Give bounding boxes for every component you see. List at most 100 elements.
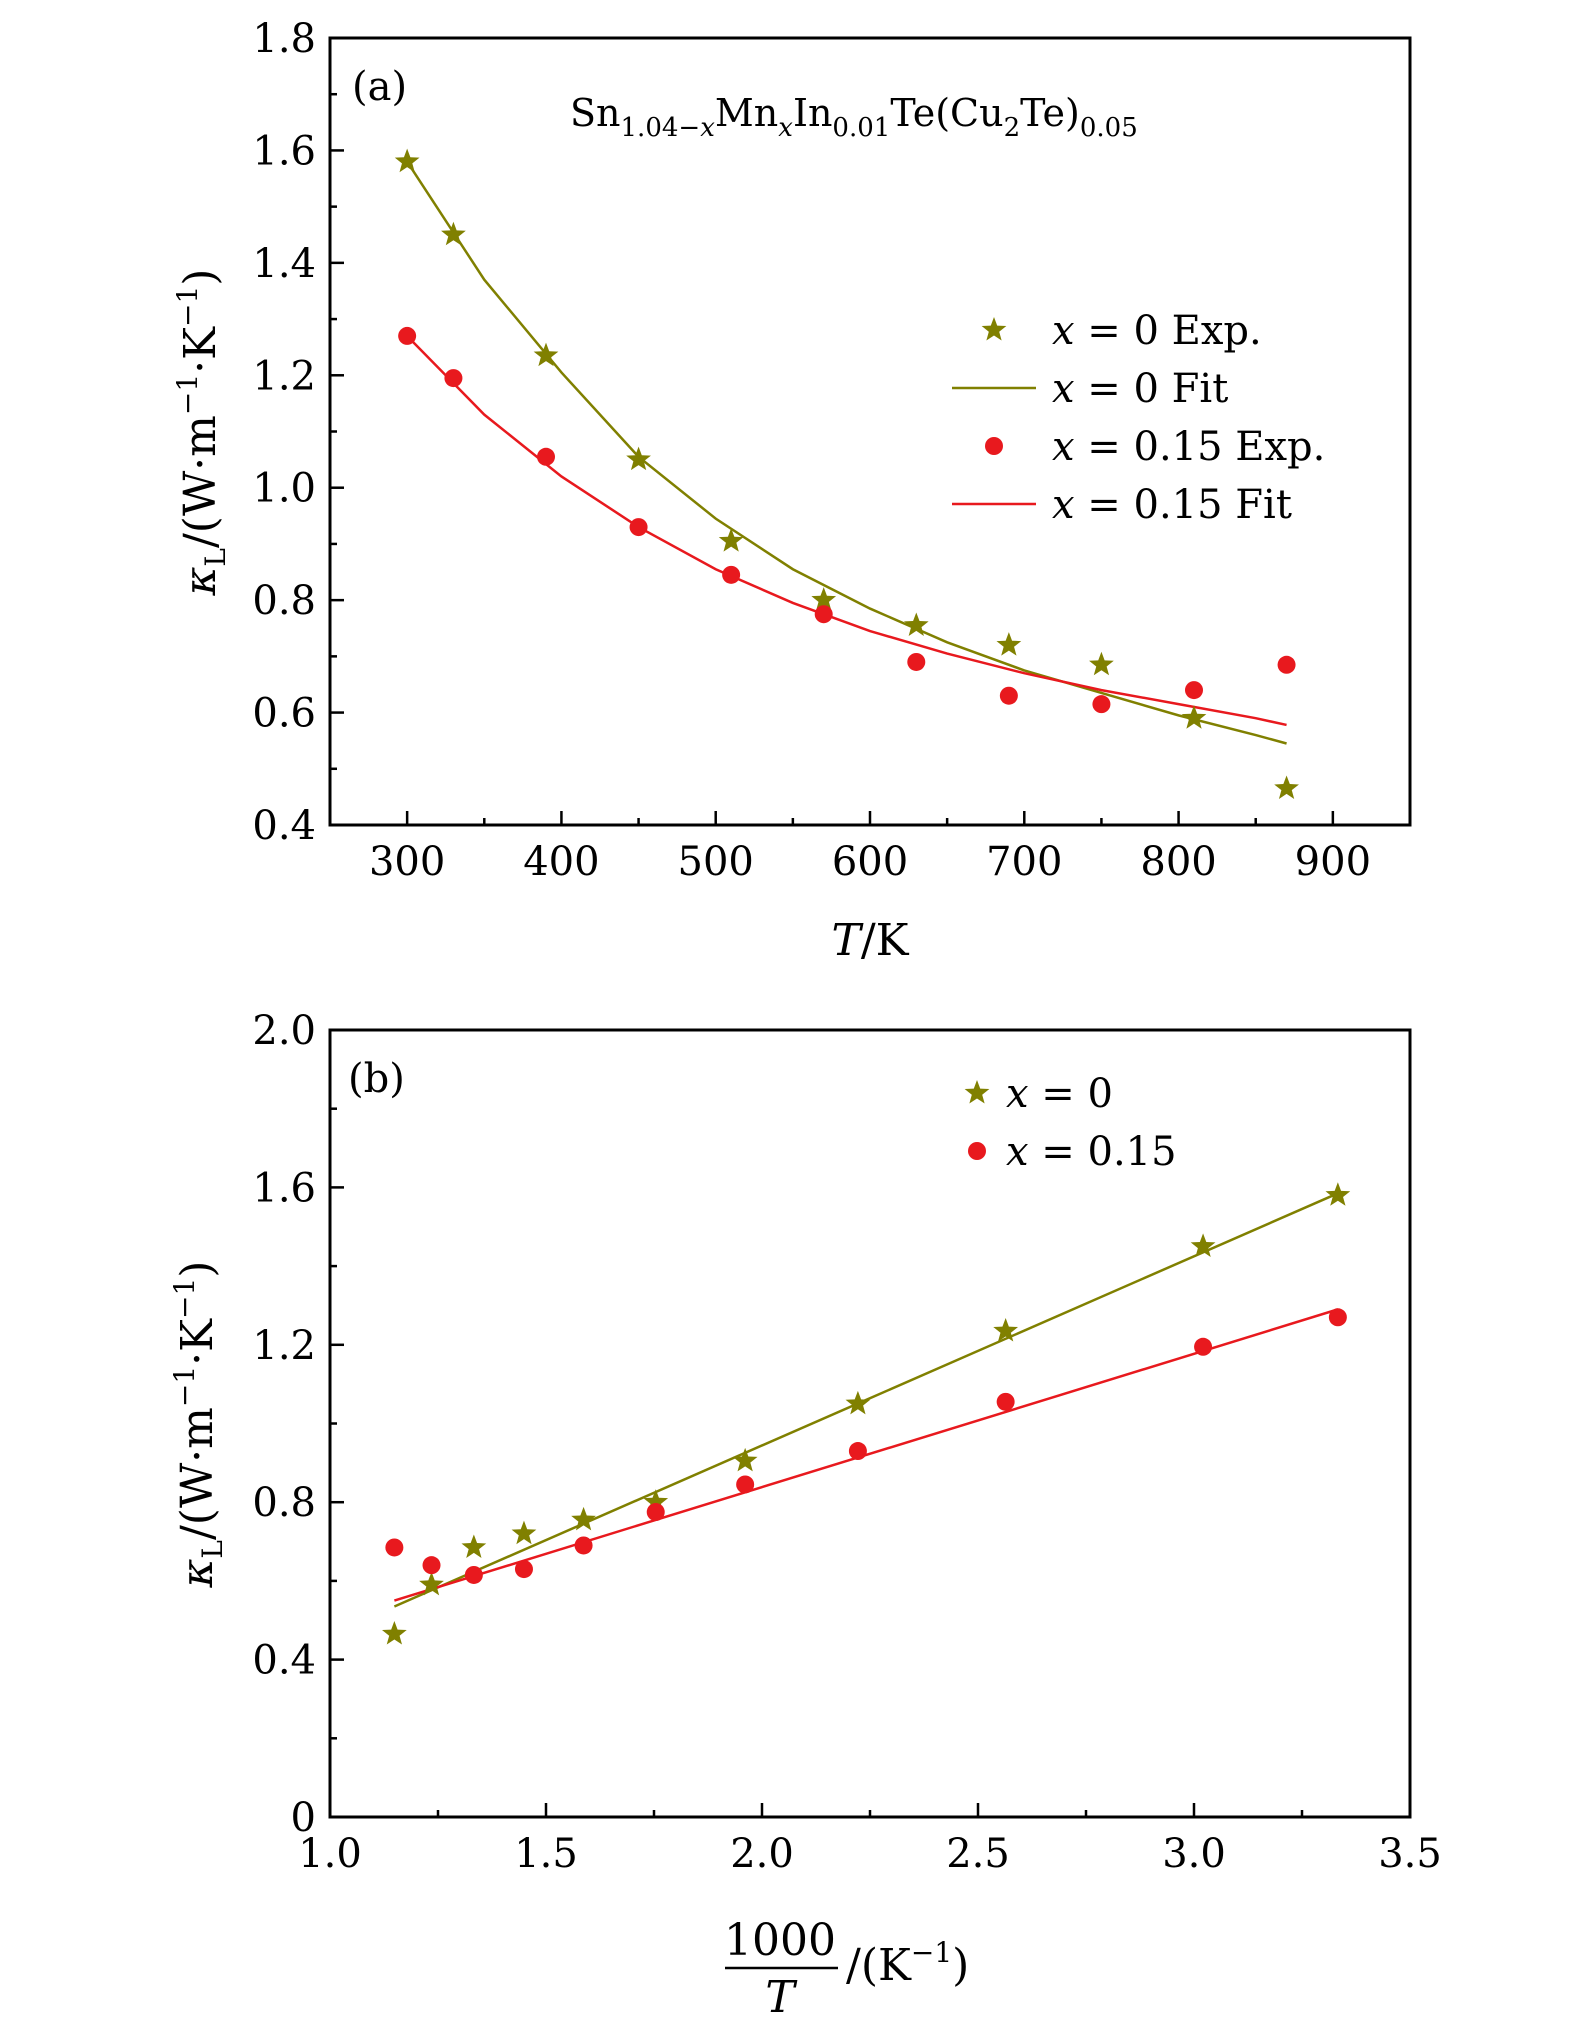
y-tick-label: 1.8 [252,16,316,62]
legend-marker-swatch [981,317,1007,341]
data-point-x015 [1185,681,1203,700]
y-tick-label: 0 [291,1795,316,1841]
data-point-x015 [1092,695,1111,714]
data-point-x015 [736,1475,755,1494]
panel-b-label: (b) [348,1056,405,1102]
legend-marker-swatch [985,437,1003,455]
data-point-x0 [1190,1233,1216,1257]
panel-b-chart: 1.0 1.5 2.0 2.5 3.0 3.5 0 0.4 0.8 1.2 1.6 2.0 (b) x… [168,1008,1442,2023]
x-tick-label: 1.0 [298,1831,362,1877]
data-point-x0 [903,612,929,636]
data-point-x0 [511,1520,537,1545]
data-point-x0 [643,1489,669,1513]
data-point-x015 [422,1556,441,1575]
panel-a-formula-annotation: Sn1.04−xMnxIn0.01Te(Cu2Te)0.05 [570,91,1138,143]
data-point-x0 [1274,775,1299,799]
data-point-x015 [464,1565,483,1584]
svg-text:1000: 1000 [724,1915,836,1966]
data-point-x015 [646,1503,665,1522]
y-tick-label: 0.8 [252,1480,316,1526]
data-point-x015 [444,369,463,388]
data-point-x015 [398,326,417,345]
legend-marker-swatch [968,1142,986,1160]
panel-b-plot-frame [328,1028,1412,1819]
x-tick-label: 600 [832,839,908,885]
data-point-x0 [1325,1182,1351,1206]
x-tick-label: 900 [1295,839,1371,885]
legend-entry: x = 0.15 Fit [1052,482,1292,528]
x-tick-label: 2.0 [730,1831,794,1877]
panel-b-ticks: 1.0 1.5 2.0 2.5 3.0 3.5 0 0.4 0.8 1.2 1.6 2.0 [252,1008,1441,1877]
x-tick-label: 1.5 [514,1831,578,1877]
data-point-x015 [629,518,648,537]
y-tick-label: 0.4 [252,1638,316,1684]
y-tick-label: 0.8 [252,578,316,624]
data-point-x0 [626,446,651,471]
panel-a-y-axis-label: κL/(W·m−1·K−1) [171,269,232,597]
svg-text:/(K−1): /(K−1) [846,1936,969,1991]
x-tick-label: 500 [678,839,754,885]
fit-line-2 [406,160,1287,745]
legend-entry: x = 0 Fit [1052,366,1228,412]
y-tick-label: 1.2 [252,1323,316,1369]
data-point-x015 [537,447,555,466]
panel-a-fit-lines [406,160,1287,745]
data-point-x0 [811,587,837,611]
data-point-x015 [814,605,833,624]
data-point-x015 [722,565,741,584]
y-tick-label: 1.2 [252,353,316,399]
panel-b-legend: x = 0 x = 0.15 [964,1071,1177,1175]
data-point-x015 [1328,1308,1347,1327]
data-point-x015 [514,1560,533,1579]
data-point-x0 [571,1506,596,1531]
y-tick-label: 0.4 [252,803,316,849]
data-point-x015 [574,1536,593,1555]
data-point-x0 [533,342,559,367]
data-point-x0 [732,1447,758,1472]
panel-b-points [382,1182,1351,1645]
x-tick-label: 800 [1140,839,1216,885]
data-point-x015 [385,1538,404,1557]
x-tick-label: 3.5 [1378,1831,1442,1877]
fit-line-3 [406,335,1287,727]
y-tick-label: 1.6 [252,1165,316,1211]
fit-line-3 [394,1308,1339,1602]
data-point-x0 [845,1390,871,1415]
panel-a-x-axis-label: T/K [831,915,909,966]
y-tick-label: 2.0 [252,1008,316,1054]
y-tick-label: 1.4 [252,241,316,287]
legend-entry: x = 0 [1006,1071,1113,1117]
legend-marker-swatch [964,1080,990,1104]
panel-b-x-axis-label: 1000 T /(K−1) [724,1915,969,2023]
x-tick-label: 700 [986,839,1062,885]
data-point-x015 [1194,1337,1213,1356]
data-point-x015 [848,1442,867,1461]
data-point-x0 [394,148,420,173]
data-point-x0 [1089,651,1114,676]
data-point-x015 [1277,655,1296,674]
panel-a-points [394,148,1299,799]
y-tick-label: 1.6 [252,128,316,174]
panel-a-label: (a) [352,64,407,110]
legend-entry: x = 0.15 Exp. [1052,424,1325,470]
legend-entry: x = 0.15 [1006,1129,1177,1175]
x-tick-label: 300 [369,839,445,885]
data-point-x0 [461,1534,487,1558]
y-tick-label: 0.6 [252,691,316,737]
data-point-x0 [996,632,1022,656]
data-point-x0 [441,221,466,246]
panel-b-y-axis-label: κL/(W·m−1·K−1) [168,1261,229,1589]
data-point-x0 [419,1571,444,1596]
y-tick-label: 1.0 [252,466,316,512]
data-point-x015 [907,652,926,671]
data-point-x0 [993,1318,1019,1342]
x-tick-label: 2.5 [946,1831,1010,1877]
data-point-x0 [718,528,744,552]
panel-a-ticks: 300 400 500 600 700 800 900 0.4 0.6 0.8 1.0 1.2 1.4 1… [252,16,1371,885]
panel-a-legend: x = 0 Exp. x = 0 Fit x = 0.15 Exp. x = 0.15… [952,308,1325,528]
panel-a-chart: 300 400 500 600 700 800 900 0.4 0.6 0.8 1.0 1.2 1.4 1… [171,16,1412,966]
legend-entry: x = 0 Exp. [1052,308,1262,354]
data-point-x015 [996,1392,1015,1411]
data-point-x015 [999,686,1018,705]
